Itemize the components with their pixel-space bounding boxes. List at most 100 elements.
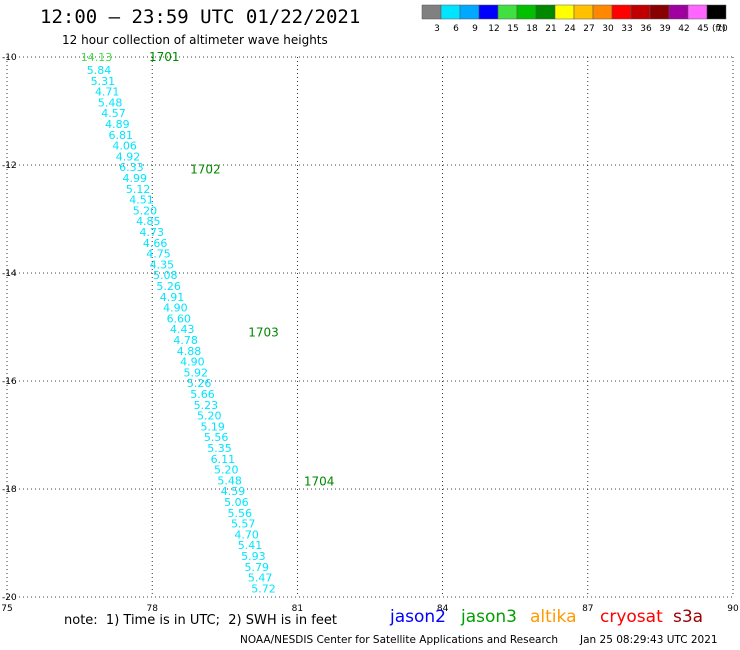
swh-label-28: 4.90 xyxy=(180,356,205,369)
legend-label-33: 33 xyxy=(621,24,632,34)
swh-label-12: 5.12 xyxy=(126,183,151,196)
swh-label-40: 4.59 xyxy=(221,485,246,498)
swh-label-15: 4.85 xyxy=(136,215,161,228)
legend-swatch-30 xyxy=(592,4,613,20)
chart-subtitle: 12 hour collection of altimeter wave hei… xyxy=(62,33,328,47)
swh-label-23: 4.90 xyxy=(163,302,188,315)
swh-label-11: 4.99 xyxy=(123,172,148,185)
legend-label-24: 24 xyxy=(564,24,576,34)
legend-label-3: 3 xyxy=(434,24,440,34)
legend-swatch-42 xyxy=(668,4,689,20)
legend-swatch-36 xyxy=(630,4,651,20)
swh-label-10: 6.33 xyxy=(119,161,144,174)
swh-label-29: 5.92 xyxy=(184,366,209,379)
legend-label-45: 45 xyxy=(697,24,708,34)
time-label-1704: 1704 xyxy=(304,474,335,488)
swh-label-44: 4.70 xyxy=(234,528,259,541)
swh-label-43: 5.57 xyxy=(231,518,256,531)
swh-label-6: 4.89 xyxy=(105,118,130,131)
x-tick-label-84: 84 xyxy=(437,604,449,614)
legend-swatch-18 xyxy=(516,4,537,20)
legend-label-18: 18 xyxy=(526,24,538,34)
swh-label-37: 6.11 xyxy=(211,453,236,466)
swh-label-27: 4.88 xyxy=(177,345,202,358)
swh-label-42: 5.56 xyxy=(228,507,253,520)
swh-label-30: 5.26 xyxy=(187,377,212,390)
legend-unit: (ft) xyxy=(712,24,726,34)
swh-label-34: 5.19 xyxy=(200,420,225,433)
legend-label-42: 42 xyxy=(678,24,689,34)
y-tick-label-18: -18 xyxy=(2,485,17,495)
x-tick-label-75: 75 xyxy=(1,604,12,614)
x-tick-label-87: 87 xyxy=(582,604,593,614)
swh-label-21: 5.26 xyxy=(156,280,181,293)
y-tick-label-16: -16 xyxy=(2,377,17,387)
sat-jason3: jason3 xyxy=(461,607,517,627)
swh-label-33: 5.20 xyxy=(197,410,222,423)
chart-title: 12:00 – 23:59 UTC 01/22/2021 xyxy=(40,6,361,28)
x-tick-label-78: 78 xyxy=(146,604,158,614)
time-label-1701: 1701 xyxy=(149,50,180,64)
legend-swatch-21 xyxy=(535,4,556,20)
legend-swatch-27 xyxy=(573,4,594,20)
swh-label-7: 6.81 xyxy=(108,129,133,142)
swh-label-20: 5.08 xyxy=(153,269,178,282)
swh-label-9: 4.92 xyxy=(116,150,141,163)
legend-label-27: 27 xyxy=(583,24,594,34)
legend-label-21: 21 xyxy=(545,24,556,34)
swh-label-16: 4.73 xyxy=(139,226,164,239)
swh-label-36: 5.35 xyxy=(207,442,232,455)
y-tick-label-10: -10 xyxy=(2,53,17,63)
y-tick-label-14: -14 xyxy=(2,269,17,279)
legend-swatch-12 xyxy=(478,4,499,20)
credit-line: NOAA/NESDIS Center for Satellite Applica… xyxy=(240,634,558,646)
swh-label-47: 5.79 xyxy=(244,561,269,574)
footer-note: note: 1) Time is in UTC; 2) SWH is in fe… xyxy=(64,613,337,628)
legend-swatch-9 xyxy=(459,4,480,20)
swh-label-46: 5.93 xyxy=(241,550,266,563)
legend-swatch-3 xyxy=(421,4,442,20)
time-label-1702: 1702 xyxy=(190,162,221,176)
y-tick-label-20: -20 xyxy=(2,593,17,603)
legend-swatch-15 xyxy=(497,4,518,20)
swh-label-45: 5.41 xyxy=(238,539,263,552)
swh-label-49: 5.72 xyxy=(251,582,276,595)
x-tick-label-81: 81 xyxy=(292,604,303,614)
legend-label-9: 9 xyxy=(472,24,478,34)
swh-label-5: 4.57 xyxy=(101,107,126,120)
legend-label-39: 39 xyxy=(659,24,671,34)
legend-label-12: 12 xyxy=(488,24,499,34)
swh-label-26: 4.78 xyxy=(173,334,198,347)
legend-label-36: 36 xyxy=(640,24,652,34)
swh-label-22: 4.91 xyxy=(160,291,185,304)
sat-jason2: jason2 xyxy=(390,607,446,627)
swh-label-38: 5.20 xyxy=(214,464,239,477)
legend-label-30: 30 xyxy=(602,24,614,34)
swh-label-8: 4.06 xyxy=(112,140,137,153)
swh-label-3: 4.71 xyxy=(95,86,120,99)
sat-cryosat: cryosat xyxy=(600,607,663,627)
legend-swatch-24 xyxy=(554,4,575,20)
generated-timestamp: Jan 25 08:29:43 UTC 2021 xyxy=(580,634,718,646)
swh-label-17: 4.66 xyxy=(143,237,168,250)
swh-label-39: 5.48 xyxy=(217,474,242,487)
legend-label-6: 6 xyxy=(453,24,459,34)
legend-swatch-70 xyxy=(706,4,727,20)
swh-label-14: 5.20 xyxy=(133,204,158,217)
legend-label-70: 70 xyxy=(716,24,728,34)
swh-label-35: 5.56 xyxy=(204,431,229,444)
time-label-1703: 1703 xyxy=(248,325,279,339)
legend-swatch-45 xyxy=(687,4,708,20)
swh-label-31: 5.66 xyxy=(190,388,215,401)
swh-label-1: 5.84 xyxy=(87,64,112,77)
swh-label-25: 4.43 xyxy=(170,323,195,336)
swh-label-19: 4.35 xyxy=(150,258,175,271)
legend-swatch-6 xyxy=(440,4,461,20)
swh-label-2: 5.31 xyxy=(91,75,116,88)
sat-altika: altika xyxy=(530,607,577,627)
swh-label-18: 4.75 xyxy=(146,248,171,261)
swh-label-0: 14.13 xyxy=(81,51,113,64)
legend-label-15: 15 xyxy=(507,24,518,34)
y-tick-label-12: -12 xyxy=(2,161,17,171)
